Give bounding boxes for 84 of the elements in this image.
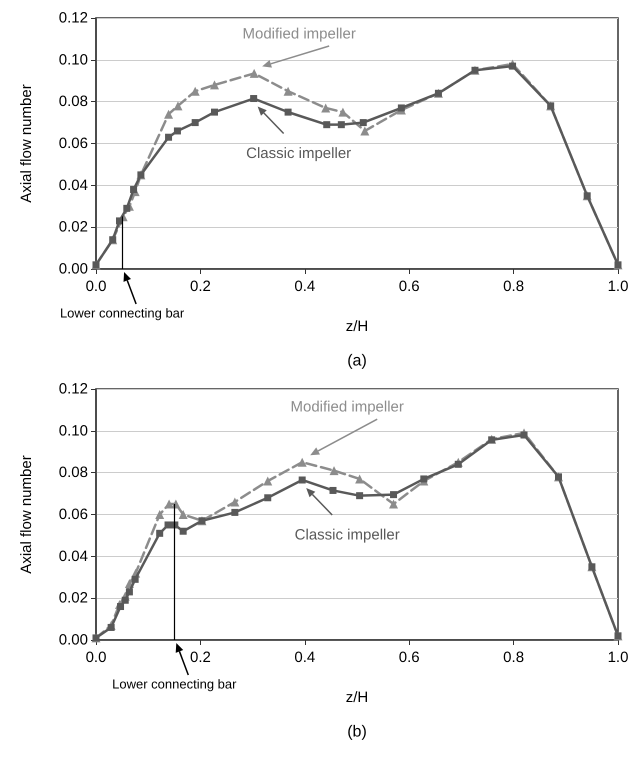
point bbox=[210, 80, 219, 90]
x-tick-label: 0.2 bbox=[190, 278, 211, 295]
point bbox=[323, 121, 330, 128]
x-tick-label: 0.8 bbox=[503, 278, 524, 295]
point bbox=[190, 86, 200, 96]
x-tick-label: 0.6 bbox=[398, 278, 420, 295]
y-tick-label: 0.00 bbox=[58, 260, 88, 278]
point bbox=[122, 596, 129, 604]
y-tick-label: 0.04 bbox=[58, 548, 88, 565]
point bbox=[298, 476, 306, 484]
point bbox=[180, 528, 187, 535]
point bbox=[178, 510, 188, 519]
point bbox=[520, 432, 528, 439]
x-tick-label: 0.2 bbox=[190, 649, 211, 666]
point bbox=[329, 486, 336, 494]
point bbox=[509, 62, 516, 70]
x-tick-label: 0.4 bbox=[294, 649, 316, 666]
x-tick-label: 0.0 bbox=[86, 278, 106, 295]
y-tick-label: 0.06 bbox=[58, 135, 88, 152]
point bbox=[123, 204, 130, 212]
point bbox=[264, 494, 272, 502]
x-tick-label: 0.8 bbox=[503, 649, 524, 666]
point bbox=[230, 497, 240, 506]
point bbox=[360, 126, 370, 136]
point bbox=[338, 121, 345, 128]
x-tick-label: 1.0 bbox=[608, 649, 628, 666]
point bbox=[156, 530, 164, 537]
point bbox=[338, 108, 348, 117]
y-axis-title: Axial flow number bbox=[18, 84, 35, 203]
ref-line-label: Lower connecting bar bbox=[112, 676, 238, 692]
x-axis-title: z/H bbox=[346, 318, 368, 335]
point bbox=[164, 521, 172, 528]
x-tick-label: 0.6 bbox=[398, 649, 420, 666]
point bbox=[284, 108, 292, 116]
y-axis-title: Axial flow number bbox=[18, 455, 35, 574]
point bbox=[117, 603, 124, 610]
point bbox=[390, 491, 398, 498]
x-tick-label: 0.4 bbox=[294, 278, 316, 295]
point bbox=[130, 186, 138, 194]
point bbox=[231, 508, 238, 516]
y-tick-label: 0.10 bbox=[58, 422, 88, 440]
point bbox=[108, 624, 115, 631]
point bbox=[420, 475, 428, 482]
text: (a) bbox=[347, 352, 367, 370]
point bbox=[321, 103, 330, 112]
text: (b) bbox=[347, 724, 367, 740]
point bbox=[454, 460, 462, 468]
point bbox=[284, 86, 293, 96]
y-tick-label: 0.12 bbox=[58, 380, 88, 398]
legend-label: Classic impeller bbox=[246, 145, 352, 162]
point bbox=[155, 510, 164, 519]
text: Modified impeller bbox=[290, 398, 404, 416]
y-tick-label: 0.02 bbox=[58, 590, 88, 607]
point bbox=[126, 588, 133, 596]
legend-label: Classic impeller bbox=[294, 526, 400, 544]
point bbox=[250, 68, 259, 78]
x-tick-label: 0.0 bbox=[86, 649, 106, 666]
y-tick-label: 0.10 bbox=[58, 51, 88, 68]
y-tick-label: 0.00 bbox=[58, 632, 88, 648]
point bbox=[263, 476, 272, 486]
y-tick-label: 0.04 bbox=[58, 176, 88, 194]
point bbox=[360, 119, 367, 126]
point bbox=[356, 492, 364, 500]
point bbox=[132, 576, 139, 583]
y-tick-label: 0.06 bbox=[58, 506, 88, 523]
point bbox=[298, 458, 307, 467]
point bbox=[164, 110, 174, 119]
y-tick-label: 0.02 bbox=[58, 218, 88, 236]
point bbox=[398, 104, 405, 112]
point bbox=[389, 500, 398, 509]
point bbox=[210, 108, 218, 116]
point bbox=[355, 474, 364, 484]
point bbox=[165, 134, 172, 141]
y-tick-label: 0.08 bbox=[58, 93, 88, 110]
series-label: Modified impeller bbox=[242, 26, 356, 42]
x-tick-label: 1.0 bbox=[608, 278, 628, 295]
y-tick-label: 0.12 bbox=[58, 10, 88, 26]
x-axis-title: z/H bbox=[346, 689, 368, 706]
point bbox=[174, 127, 181, 134]
ref-line-label: Lower connecting bar bbox=[60, 306, 185, 320]
y-tick-label: 0.08 bbox=[58, 464, 88, 482]
point bbox=[192, 119, 199, 126]
point bbox=[330, 466, 339, 476]
point bbox=[250, 95, 258, 102]
